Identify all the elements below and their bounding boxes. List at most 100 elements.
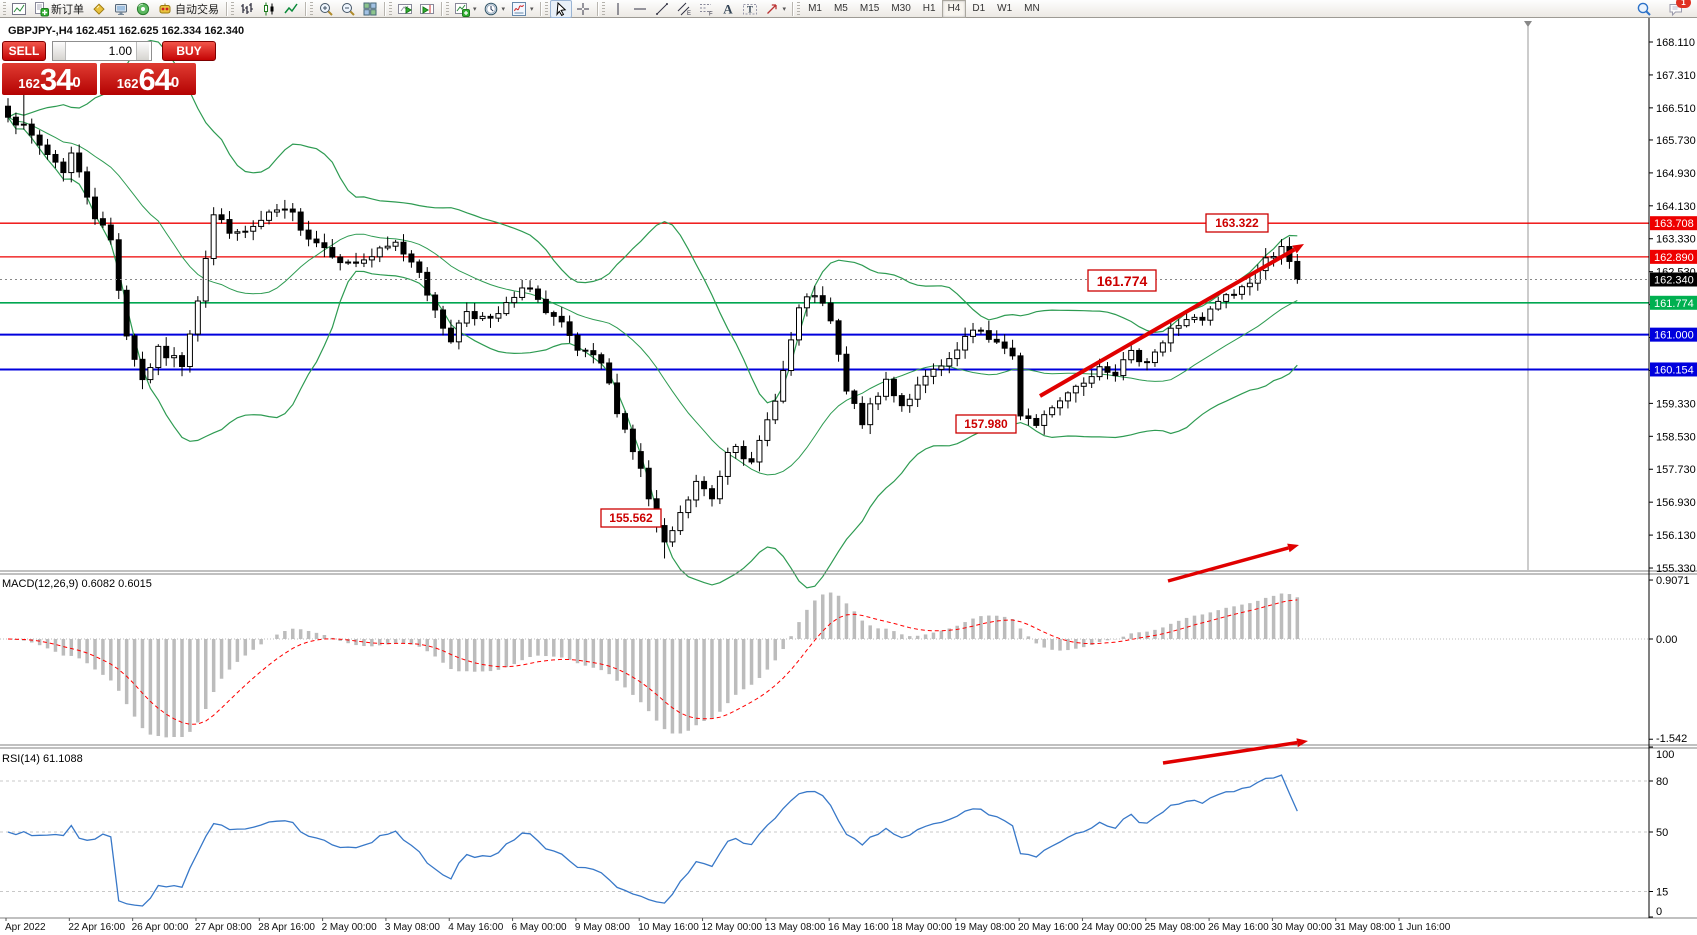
timeframe-m5-button[interactable]: M5: [833, 3, 848, 14]
timeframe-m15-button[interactable]: M15: [859, 3, 880, 14]
timeframe-h1-button[interactable]: H1: [922, 3, 936, 14]
cursor-arrow-icon: [553, 1, 569, 17]
svg-text:164.130: 164.130: [1656, 201, 1696, 213]
buy-price-display[interactable]: 162 64 0: [100, 63, 196, 95]
text-button[interactable]: A: [717, 0, 739, 18]
horizontal-line-button[interactable]: [629, 0, 651, 18]
volume-decrease-button[interactable]: [53, 42, 66, 60]
tile-windows-button[interactable]: [359, 0, 381, 18]
svg-text:30 May 00:00: 30 May 00:00: [1271, 922, 1332, 933]
timeframe-mn-button[interactable]: MN: [1024, 3, 1040, 14]
autoscroll-button[interactable]: [394, 0, 416, 18]
new-chart-button[interactable]: ▾: [451, 0, 480, 18]
toolbar-separator: [441, 1, 442, 16]
line-chart-icon: [283, 1, 299, 17]
svg-text:Apr 2022: Apr 2022: [5, 922, 46, 933]
svg-text:25 May 08:00: 25 May 08:00: [1145, 922, 1206, 933]
period-clock-icon: [483, 1, 499, 17]
cursor-arrow-button[interactable]: [549, 0, 572, 18]
timeframe-m1-button[interactable]: M1: [808, 3, 822, 14]
svg-text:155.562: 155.562: [609, 511, 653, 525]
vertical-line-button[interactable]: [607, 0, 629, 18]
indicator-box-icon: [511, 1, 527, 17]
toolbar-separator: [792, 1, 794, 16]
toolbar-separator: [226, 1, 227, 16]
svg-text:4 May 16:00: 4 May 16:00: [448, 922, 503, 933]
search-button[interactable]: [1633, 0, 1655, 18]
svg-text:F: F: [709, 11, 713, 17]
arrow-shapes-icon: [764, 1, 780, 17]
crosshair-button[interactable]: [572, 0, 594, 18]
zoom-in-button[interactable]: [315, 0, 337, 18]
sell-price-display[interactable]: 162 34 0: [2, 63, 97, 95]
svg-text:166.510: 166.510: [1656, 103, 1696, 115]
arrow-shapes-button[interactable]: ▾: [761, 0, 790, 18]
svg-text:0.9071: 0.9071: [1656, 575, 1690, 587]
svg-text:E: E: [687, 11, 691, 17]
autoscroll-icon: [397, 1, 413, 17]
svg-text:163.322: 163.322: [1215, 216, 1259, 230]
toolbar-drag-handle: [231, 2, 234, 15]
chart-window-icon: [11, 1, 27, 17]
bar-chart-button[interactable]: [236, 0, 258, 18]
time-axis[interactable]: Apr 2022 22 Apr 16:00 26 Apr 00:00 27 Apr 0…: [5, 918, 1451, 933]
fibonacci-button[interactable]: F: [695, 0, 717, 18]
svg-text:159.330: 159.330: [1656, 398, 1696, 410]
crosshair-icon: [575, 1, 591, 17]
sell-button[interactable]: SELL: [2, 41, 46, 61]
chart-shift-button[interactable]: [416, 0, 438, 18]
svg-text:162.340: 162.340: [1654, 274, 1694, 286]
bar-chart-icon: [239, 1, 255, 17]
zoom-out-button[interactable]: [337, 0, 359, 18]
svg-text:158.530: 158.530: [1656, 431, 1696, 443]
svg-text:0.00: 0.00: [1656, 634, 1677, 646]
chevron-down-icon: ▾: [501, 5, 506, 13]
chevron-down-icon: ▾: [473, 5, 477, 13]
svg-text:155.330: 155.330: [1656, 563, 1696, 575]
horizontal-line-icon: [632, 1, 648, 17]
timeframe-d1-button[interactable]: D1: [972, 3, 986, 14]
volume-stepper: [52, 41, 152, 61]
timeframe-h4-button[interactable]: H4: [941, 0, 967, 18]
autotrading-robot-button[interactable]: 自动交易: [154, 0, 223, 18]
chart-canvas[interactable]: 163.322 161.774 157.980 155.562 MACD(12,26,9…: [0, 18, 1697, 935]
candlestick-chart-button[interactable]: [258, 0, 280, 18]
period-clock-button[interactable]: ▾: [480, 0, 509, 18]
one-click-trading-panel: SELL BUY 162 34 0 162 64 0: [2, 41, 216, 95]
price-annotations: 163.322 161.774 157.980 155.562: [600, 213, 1269, 528]
buy-button[interactable]: BUY: [162, 41, 216, 61]
timeframe-w1-button[interactable]: W1: [997, 3, 1013, 14]
text-label-icon: T: [742, 1, 758, 17]
quotes-diamond-button[interactable]: [88, 0, 110, 18]
svg-text:12 May 00:00: 12 May 00:00: [702, 922, 763, 933]
tile-windows-icon: [362, 1, 378, 17]
autotrading-robot-label: 自动交易: [175, 3, 219, 16]
toolbar-separator: [539, 1, 541, 16]
volume-input[interactable]: [66, 42, 136, 60]
svg-text:22 Apr 16:00: 22 Apr 16:00: [68, 922, 125, 933]
svg-text:157.980: 157.980: [964, 417, 1008, 431]
svg-text:MACD(12,26,9) 0.6082 0.6015: MACD(12,26,9) 0.6082 0.6015: [2, 578, 152, 590]
price-axis[interactable]: 168.110 167.310 166.510 165.730 164.930 164.1…: [1648, 18, 1697, 918]
svg-text:-1.542: -1.542: [1656, 733, 1687, 745]
line-chart-button[interactable]: [280, 0, 302, 18]
volume-increase-button[interactable]: [136, 42, 149, 60]
notifications-button[interactable]: 1: [1665, 0, 1691, 18]
signal-button[interactable]: [132, 0, 154, 18]
svg-text:160.154: 160.154: [1654, 364, 1694, 376]
equidistant-channel-button[interactable]: E: [673, 0, 695, 18]
trend-line-button[interactable]: [651, 0, 673, 18]
equidistant-channel-icon: E: [676, 1, 692, 17]
svg-text:80: 80: [1656, 776, 1668, 788]
terminal-monitor-icon: [113, 1, 129, 17]
svg-text:161.774: 161.774: [1097, 273, 1148, 289]
sell-price-big-digits: 34: [39, 62, 73, 97]
text-label-button[interactable]: T: [739, 0, 761, 18]
svg-text:6 May 00:00: 6 May 00:00: [512, 922, 567, 933]
search-icon: [1636, 1, 1652, 17]
timeframe-m30-button[interactable]: M30: [891, 3, 911, 14]
new-order-button[interactable]: 新订单: [30, 0, 88, 18]
terminal-monitor-button[interactable]: [110, 0, 132, 18]
chart-window-button[interactable]: [8, 0, 30, 18]
indicator-box-button[interactable]: ▾: [508, 0, 537, 18]
